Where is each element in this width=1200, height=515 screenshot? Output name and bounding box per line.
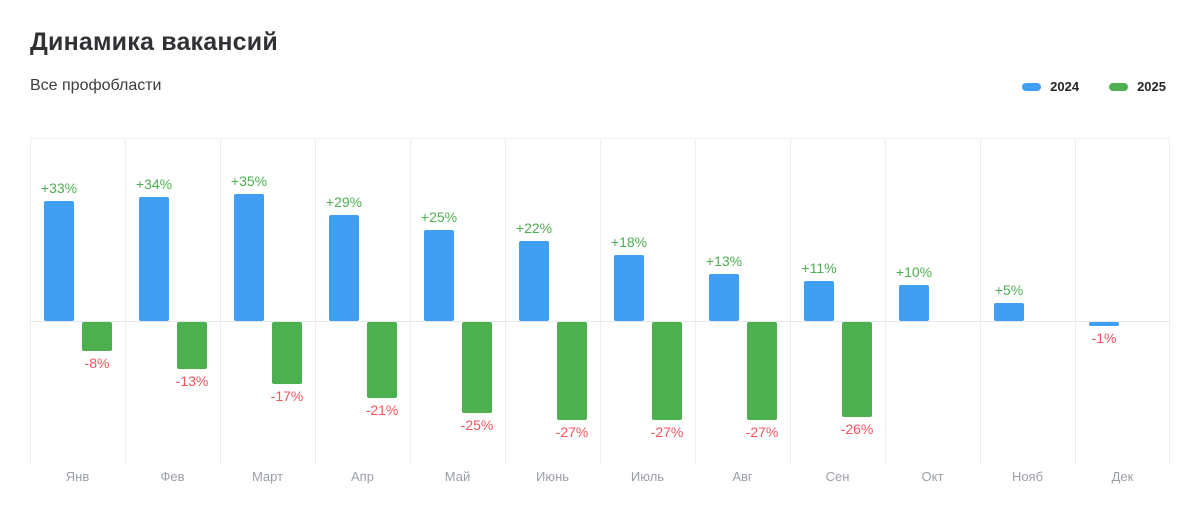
- gridline-vertical: [980, 139, 981, 464]
- bar-2024-Март[interactable]: [234, 194, 264, 321]
- gridline-vertical: [315, 139, 316, 464]
- data-label-2024-Нояб: +5%: [994, 282, 1024, 298]
- bar-chart-plot-area: +33% -8% +34% -13% +35% -17% +29% -21% +25% -25% +…: [30, 138, 1170, 464]
- legend-item-2025[interactable]: 2025: [1109, 79, 1166, 94]
- legend-swatch-2025-icon: [1109, 82, 1129, 91]
- x-axis-label-Март: Март: [251, 469, 284, 484]
- data-label-2025-Апр: -21%: [365, 402, 399, 418]
- legend-label-2024: 2024: [1050, 79, 1080, 94]
- bar-2024-Авг[interactable]: [709, 274, 739, 321]
- bar-2024-Май[interactable]: [424, 230, 454, 321]
- data-label-2024-Дек: -1%: [1091, 330, 1117, 346]
- data-label-2025-Авг: -27%: [745, 424, 779, 440]
- chart-legend: 2024 2025: [1022, 79, 1166, 94]
- data-label-2025-Май: -25%: [460, 417, 494, 433]
- data-label-2025-Март: -17%: [270, 388, 304, 404]
- bar-2024-Сен[interactable]: [804, 281, 834, 321]
- x-axis-label-Сен: Сен: [825, 469, 850, 484]
- bar-2025-Июль[interactable]: [652, 322, 682, 420]
- x-axis-label-Май: Май: [444, 469, 471, 484]
- bar-2025-Сен[interactable]: [842, 322, 872, 417]
- gridline-vertical: [695, 139, 696, 464]
- bar-2025-Авг[interactable]: [747, 322, 777, 420]
- page-title: Динамика вакансий: [30, 28, 278, 56]
- data-label-2024-Сен: +11%: [801, 260, 837, 276]
- data-label-2024-Июнь: +22%: [515, 220, 553, 236]
- bar-2025-Май[interactable]: [462, 322, 492, 413]
- bar-2025-Июнь[interactable]: [557, 322, 587, 420]
- gridline-vertical: [1075, 139, 1076, 464]
- bar-2024-Июнь[interactable]: [519, 241, 549, 321]
- data-label-2025-Июнь: -27%: [555, 424, 589, 440]
- data-label-2025-Янв: -8%: [84, 355, 110, 371]
- x-axis-label-Июнь: Июнь: [535, 469, 570, 484]
- bar-2024-Янв[interactable]: [44, 201, 74, 321]
- x-axis-label-Нояб: Нояб: [1011, 469, 1044, 484]
- x-axis-label-Авг: Авг: [732, 469, 753, 484]
- data-label-2024-Фев: +34%: [135, 176, 173, 192]
- bar-2024-Фев[interactable]: [139, 197, 169, 321]
- gridline-vertical: [885, 139, 886, 464]
- gridline-vertical: [125, 139, 126, 464]
- gridline-vertical: [1169, 139, 1170, 464]
- bar-2025-Фев[interactable]: [177, 322, 207, 369]
- x-axis-label-Фев: Фев: [160, 469, 185, 484]
- bar-2024-Апр[interactable]: [329, 215, 359, 321]
- data-label-2024-Апр: +29%: [325, 194, 363, 210]
- x-axis-label-Апр: Апр: [351, 469, 374, 484]
- gridline-vertical: [220, 139, 221, 464]
- bar-2025-Март[interactable]: [272, 322, 302, 384]
- gridline-vertical: [600, 139, 601, 464]
- x-axis-label-Окт: Окт: [921, 469, 944, 484]
- gridline-vertical: [30, 139, 31, 464]
- data-label-2025-Фев: -13%: [175, 373, 209, 389]
- legend-item-2024[interactable]: 2024: [1022, 79, 1079, 94]
- chart-subtitle: Все профобласти: [30, 77, 162, 94]
- legend-label-2025: 2025: [1137, 79, 1166, 94]
- gridline-vertical: [505, 139, 506, 464]
- x-axis-month-labels: Янв Фев Март Апр Май Июнь Июль Авг Сен Окт Нояб Дек: [30, 469, 1170, 484]
- data-label-2024-Июль: +18%: [610, 234, 648, 250]
- bar-2024-Окт[interactable]: [899, 285, 929, 321]
- zero-axis-line: [30, 321, 1170, 322]
- bar-2024-Нояб[interactable]: [994, 303, 1024, 321]
- data-label-2024-Янв: +33%: [40, 180, 78, 196]
- bar-2024-Июль[interactable]: [614, 255, 644, 321]
- data-label-2025-Июль: -27%: [650, 424, 684, 440]
- data-label-2024-Май: +25%: [420, 209, 458, 225]
- bar-2025-Янв[interactable]: [82, 322, 112, 351]
- data-label-2024-Авг: +13%: [705, 253, 743, 269]
- x-axis-label-Янв: Янв: [65, 469, 90, 484]
- x-axis-label-Июль: Июль: [630, 469, 665, 484]
- gridline-vertical: [410, 139, 411, 464]
- gridline-vertical: [790, 139, 791, 464]
- data-label-2024-Март: +35%: [230, 173, 268, 189]
- bar-2024-Дек[interactable]: [1089, 322, 1119, 326]
- data-label-2025-Сен: -26%: [840, 421, 874, 437]
- data-label-2024-Окт: +10%: [895, 264, 933, 280]
- bar-2025-Апр[interactable]: [367, 322, 397, 398]
- legend-swatch-2024-icon: [1022, 82, 1042, 91]
- x-axis-label-Дек: Дек: [1111, 469, 1134, 484]
